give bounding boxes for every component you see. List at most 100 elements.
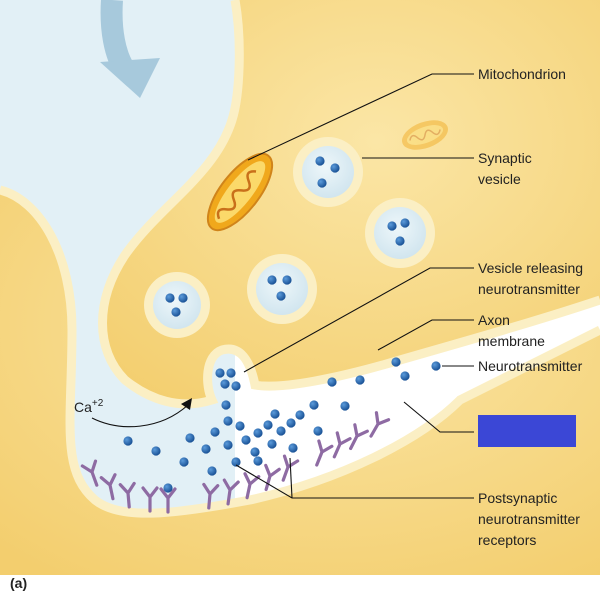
label-neurotransmitter: Neurotransmitter: [478, 358, 583, 374]
neurotransmitter-dot: [327, 377, 337, 387]
svg-text:Ca+2: Ca+2: [74, 398, 104, 415]
label-receptors-line3: receptors: [478, 532, 536, 548]
hidden-label-box: [478, 415, 576, 447]
neurotransmitter-dot: [276, 426, 286, 436]
neurotransmitter-dot: [431, 361, 441, 371]
neurotransmitter-dot: [270, 409, 280, 419]
vesicle: [293, 137, 363, 207]
receptor: [202, 482, 220, 510]
receptor: [222, 478, 240, 506]
label-axon-membrane-line2: membrane: [478, 333, 545, 349]
receptor: [315, 439, 334, 467]
neurotransmitter-dot: [355, 375, 365, 385]
neurotransmitter-dot: [295, 410, 305, 420]
neurotransmitter-dot: [288, 443, 298, 453]
neurotransmitter-dot: [235, 421, 245, 431]
neurotransmitter-dot: [210, 427, 220, 437]
ion-label-base: Ca: [74, 399, 92, 415]
leader-receptors-b: [289, 457, 293, 499]
label-receptors-line2: neurotransmitter: [478, 511, 580, 527]
neurotransmitter-dot: [171, 307, 181, 317]
label-axon-membrane: Axon membrane: [478, 312, 545, 349]
receptor: [159, 487, 177, 514]
synaptic-vesicles: [144, 137, 435, 338]
neurotransmitter-dot: [226, 368, 236, 378]
label-synaptic-vesicle-line1: Synaptic: [478, 150, 532, 166]
neurotransmitter-dot: [231, 457, 241, 467]
label-synaptic-vesicle: Synaptic vesicle: [478, 150, 536, 187]
neurotransmitter-dot: [317, 178, 327, 188]
neurotransmitter-dot: [221, 400, 231, 410]
receptor: [369, 411, 391, 438]
neurotransmitter-dot: [286, 418, 296, 428]
receptor: [332, 431, 352, 459]
neurotransmitter-dot: [220, 379, 230, 389]
vesicle: [365, 198, 435, 268]
neurotransmitter-dot: [276, 291, 286, 301]
receptor: [349, 423, 369, 451]
neurotransmitter-dot: [165, 293, 175, 303]
neurotransmitter-dot: [267, 275, 277, 285]
vesicle: [144, 272, 210, 338]
neurotransmitter-dot: [185, 433, 195, 443]
neurotransmitter-dot: [231, 381, 241, 391]
leader-mitochondrion: [247, 73, 474, 161]
mitochondrion: [206, 152, 274, 232]
neurotransmitter-dot: [178, 293, 188, 303]
ion-label-superscript: +2: [92, 398, 104, 409]
neurotransmitter-dot: [391, 357, 401, 367]
neurotransmitter-dot: [330, 163, 340, 173]
neurotransmitter-dot: [263, 420, 273, 430]
neurotransmitter-dot: [309, 400, 319, 410]
postsynaptic-cell: [0, 190, 600, 575]
leader-axon-membrane: [377, 319, 474, 351]
receptor: [264, 463, 281, 492]
neurotransmitter-dot: [151, 446, 161, 456]
calcium-ion-label: Ca+2: [74, 398, 192, 428]
neurotransmitter-dot: [340, 401, 350, 411]
receptor: [141, 486, 159, 513]
neurotransmitter-dot: [400, 371, 410, 381]
neurotransmitter-dot: [250, 447, 260, 457]
receptor: [281, 454, 300, 482]
neurotransmitter-dot: [315, 156, 325, 166]
label-axon-membrane-line1: Axon: [478, 312, 510, 328]
neurotransmitter-dot: [313, 426, 323, 436]
leader-vesicle-releasing: [243, 267, 474, 373]
axon-terminal: [102, 0, 600, 404]
neurotransmitter-dot: [215, 368, 225, 378]
panel-label: (a): [10, 575, 27, 591]
neurotransmitter-dot: [223, 440, 233, 450]
receptor: [80, 459, 99, 487]
label-receptors-line1: Postsynaptic: [478, 490, 557, 506]
leader-lines: [235, 73, 474, 499]
neurotransmitter-dot: [179, 457, 189, 467]
neurotransmitter-dot: [207, 466, 217, 476]
mitochondrion-faded: [402, 120, 448, 150]
arrowhead-icon: [181, 398, 192, 410]
receptor: [118, 481, 136, 509]
label-vesicle-releasing-line2: neurotransmitter: [478, 281, 580, 297]
label-synaptic-vesicle-line2: vesicle: [478, 171, 521, 187]
neurotransmitter-molecules: [123, 156, 441, 493]
vesicle: [247, 254, 317, 324]
label-vesicle-releasing: Vesicle releasing neurotransmitter: [478, 260, 587, 297]
neurotransmitter-dot: [201, 444, 211, 454]
receptor: [99, 473, 117, 501]
neurotransmitter-dot: [241, 435, 251, 445]
neurotransmitter-dot: [400, 218, 410, 228]
leader-hidden-label: [403, 401, 474, 433]
neurotransmitter-dot: [253, 428, 263, 438]
neurotransmitter-dot: [223, 416, 233, 426]
label-mitochondrion: Mitochondrion: [478, 66, 566, 82]
postsynaptic-receptors: [80, 411, 391, 514]
neurotransmitter-dot: [282, 275, 292, 285]
label-receptors: Postsynaptic neurotransmitter receptors: [478, 490, 584, 548]
label-vesicle-releasing-line1: Vesicle releasing: [478, 260, 583, 276]
postsynaptic-membrane: [0, 185, 600, 518]
neurotransmitter-dot: [253, 456, 263, 466]
neurotransmitter-dot: [387, 221, 397, 231]
neurotransmitter-dot: [163, 483, 173, 493]
